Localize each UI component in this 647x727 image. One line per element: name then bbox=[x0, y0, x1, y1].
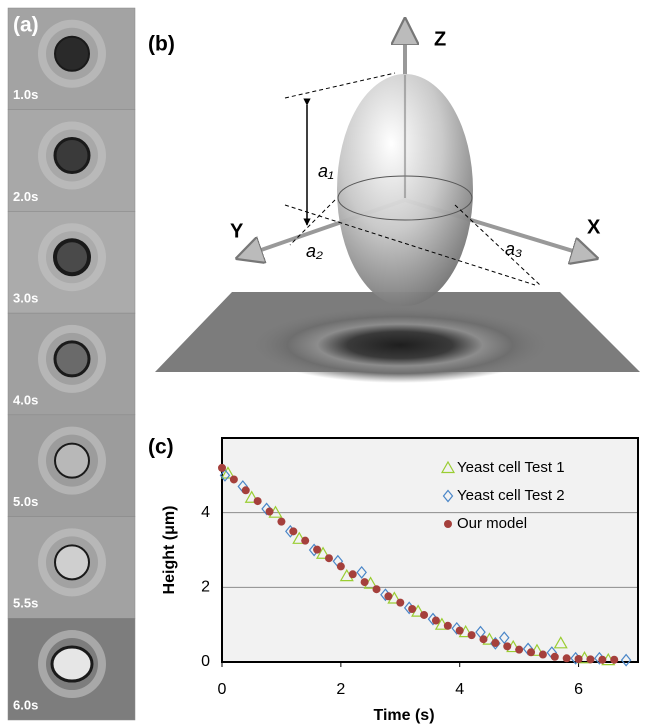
y-axis-title: Height (μm) bbox=[161, 506, 178, 595]
y-tick-label: 0 bbox=[201, 653, 210, 670]
axis-label: Z bbox=[434, 28, 446, 50]
cell bbox=[55, 138, 89, 172]
frame-time: 2.0s bbox=[13, 189, 38, 204]
semi-axis-label: a₂ bbox=[306, 241, 323, 261]
panel-label: (a) bbox=[13, 14, 39, 37]
x-axis-title: Time (s) bbox=[373, 707, 434, 724]
circle-point bbox=[301, 537, 309, 545]
cell bbox=[55, 545, 89, 579]
axis-label: X bbox=[587, 216, 601, 238]
circle-point bbox=[527, 648, 535, 656]
circle-point bbox=[586, 655, 594, 663]
legend-label: Yeast cell Test 1 bbox=[457, 459, 565, 476]
circle-point bbox=[551, 653, 559, 661]
x-tick-label: 4 bbox=[455, 681, 464, 698]
circle-point bbox=[254, 497, 262, 505]
x-tick-label: 0 bbox=[218, 681, 227, 698]
circle-point bbox=[468, 631, 476, 639]
plot-area bbox=[222, 438, 638, 662]
circle-point bbox=[242, 486, 250, 494]
circle-point bbox=[396, 599, 404, 607]
circle-point bbox=[563, 654, 571, 662]
circle-point bbox=[539, 651, 547, 659]
frame-time: 1.0s bbox=[13, 87, 38, 102]
circle-point bbox=[349, 570, 357, 578]
figure: 1.0s 2.0s 3.0s 4.0s 5.0s 5.5s 6.0s (a) (b) Z Y … bbox=[0, 0, 647, 727]
circle-point bbox=[610, 656, 618, 664]
frame-time: 5.0s bbox=[13, 494, 38, 509]
panel-label: (c) bbox=[148, 436, 174, 459]
circle-point bbox=[491, 639, 499, 647]
circle-point bbox=[575, 655, 583, 663]
circle-point bbox=[444, 622, 452, 630]
cell bbox=[52, 647, 92, 681]
panel-a: 1.0s 2.0s 3.0s 4.0s 5.0s 5.5s 6.0s (a) bbox=[8, 8, 135, 720]
legend-label: Yeast cell Test 2 bbox=[457, 487, 565, 504]
semi-axis-label: a₃ bbox=[505, 239, 522, 259]
y-tick-label: 2 bbox=[201, 579, 210, 596]
circle-point bbox=[361, 578, 369, 586]
x-tick-label: 2 bbox=[336, 681, 345, 698]
axis-label: Y bbox=[230, 220, 244, 242]
dash bbox=[455, 205, 540, 285]
circle-point bbox=[289, 527, 297, 535]
panel-b: (b) Z Y X a₁ a₂ a₃ bbox=[148, 20, 640, 383]
circle-point bbox=[598, 656, 606, 664]
circle-point bbox=[277, 518, 285, 526]
circle-point bbox=[266, 508, 274, 516]
panel-c: (c) Time (s) Height (μm) 0 2 4 0 2 4 6 Yeast ce… bbox=[148, 436, 638, 725]
circle-point bbox=[479, 635, 487, 643]
x-tick-label: 6 bbox=[574, 681, 583, 698]
circle-point bbox=[456, 627, 464, 635]
panel-label: (b) bbox=[148, 33, 175, 56]
circle-point bbox=[230, 475, 238, 483]
circle-point bbox=[218, 464, 226, 472]
cell bbox=[55, 342, 89, 376]
circle-point bbox=[420, 611, 428, 619]
circle-point bbox=[408, 605, 416, 613]
cell bbox=[55, 37, 89, 71]
frame-time: 6.0s bbox=[13, 697, 38, 712]
frame-time: 5.5s bbox=[13, 596, 38, 611]
semi-axis-label: a₁ bbox=[318, 161, 334, 181]
cell bbox=[55, 240, 89, 274]
y-tick-label: 4 bbox=[201, 504, 210, 521]
legend-marker bbox=[444, 520, 452, 528]
circle-point bbox=[503, 642, 511, 650]
frame-time: 4.0s bbox=[13, 392, 38, 407]
circle-point bbox=[325, 554, 333, 562]
cell bbox=[55, 444, 89, 478]
circle-point bbox=[373, 585, 381, 593]
circle-point bbox=[384, 592, 392, 600]
circle-point bbox=[313, 546, 321, 554]
circle-point bbox=[337, 562, 345, 570]
circle-point bbox=[515, 646, 523, 654]
legend-label: Our model bbox=[457, 515, 527, 532]
frame-time: 3.0s bbox=[13, 291, 38, 306]
circle-point bbox=[432, 617, 440, 625]
shadow-spot bbox=[250, 307, 550, 383]
